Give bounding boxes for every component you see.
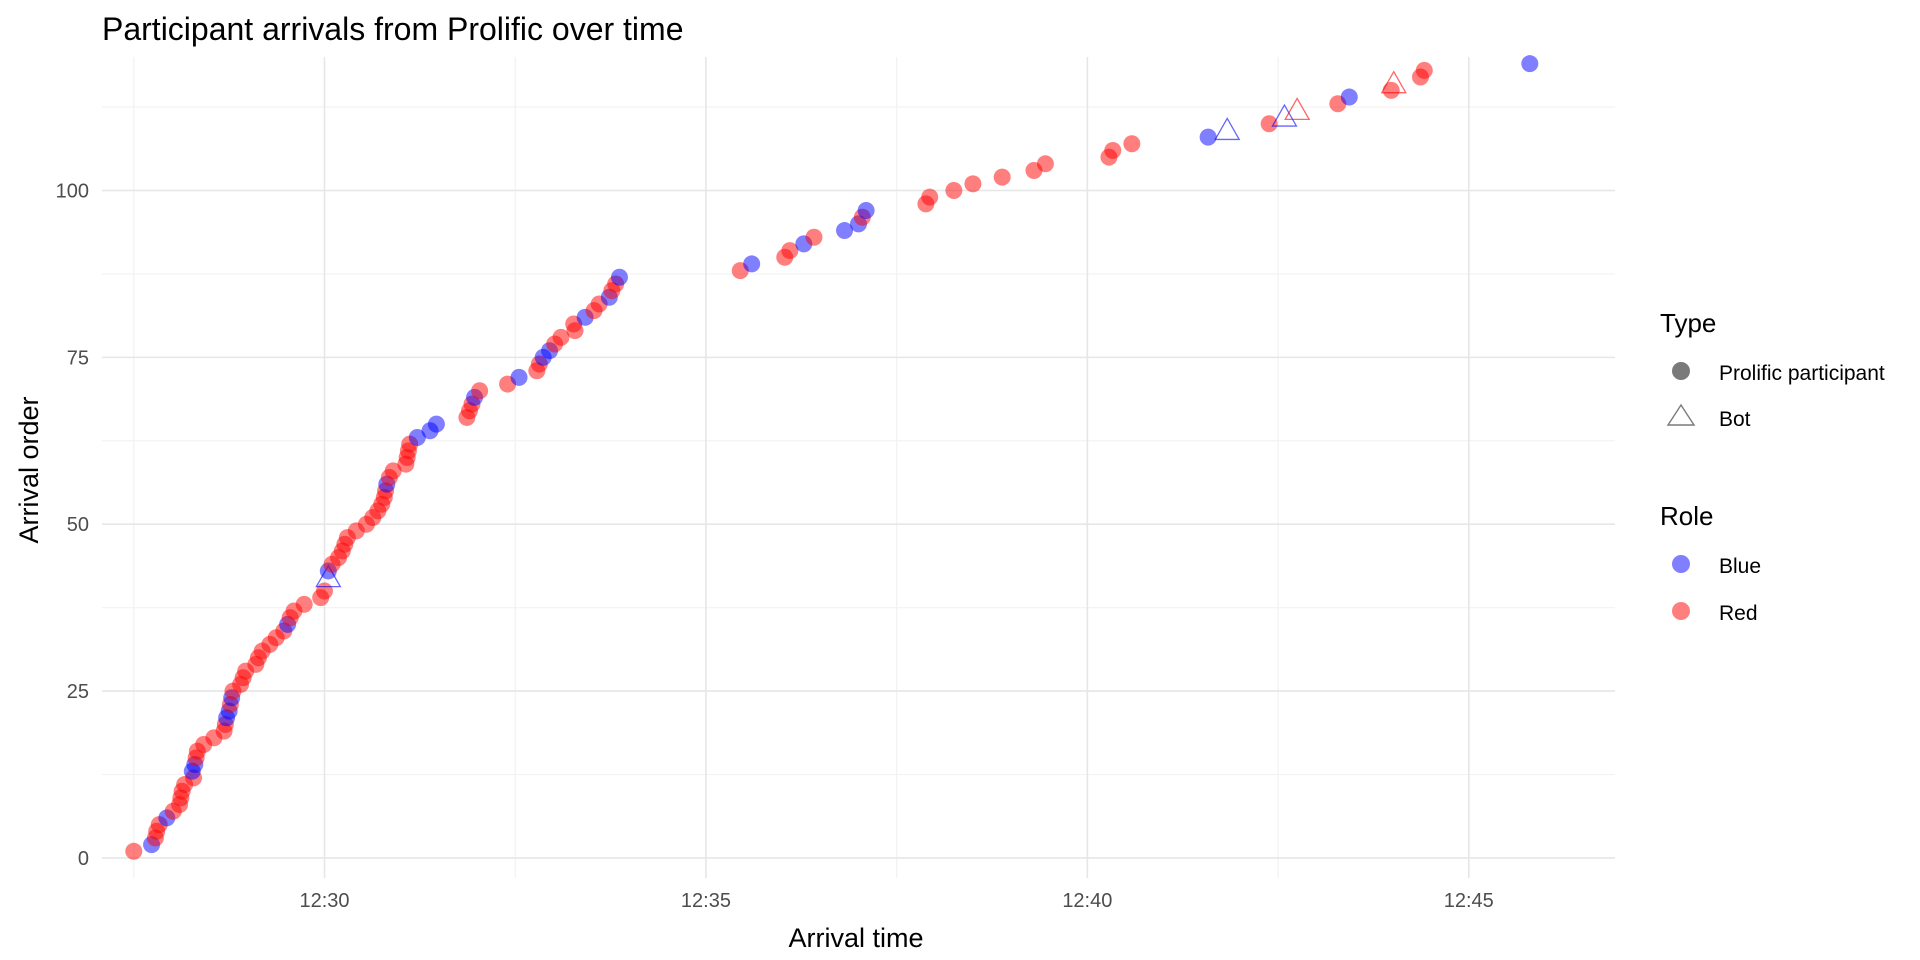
legend-item-bot: Bot	[1666, 403, 1751, 431]
participant-point-blue	[1340, 88, 1358, 106]
x-tick-label: 12:40	[1062, 890, 1112, 912]
legend-type: Type Prolific participant Bot	[1660, 308, 1885, 431]
participant-point-red	[993, 168, 1011, 186]
participant-point-blue	[743, 255, 761, 273]
x-tick-labels: 12:30 12:35 12:40 12:45	[299, 890, 1493, 912]
x-axis-title: Arrival time	[788, 923, 923, 953]
bot-point-red	[1380, 70, 1407, 94]
legend-label-prolific-participant: Prolific participant	[1719, 362, 1885, 385]
participant-point-blue	[857, 202, 875, 220]
legend-label-bot: Bot	[1719, 408, 1751, 431]
participant-point-red	[125, 842, 143, 860]
legend-type-title: Type	[1660, 308, 1716, 338]
legend-label-blue: Blue	[1719, 555, 1761, 578]
legend-item-blue: Blue	[1672, 555, 1761, 578]
x-tick-label: 12:45	[1444, 890, 1494, 912]
participant-point-red	[1260, 115, 1278, 133]
y-tick-label: 50	[67, 514, 89, 536]
legend-item-prolific-participant: Prolific participant	[1672, 362, 1885, 385]
participant-point-blue	[1521, 55, 1539, 73]
participant-point-red	[1036, 155, 1054, 173]
y-tick-label: 75	[67, 347, 89, 369]
participant-point-red	[552, 328, 570, 346]
participant-point-blue	[610, 268, 628, 286]
bot-point-red	[1284, 97, 1311, 121]
participant-point-blue	[836, 222, 854, 240]
bot-point-blue	[1271, 103, 1298, 127]
legend-role-title: Role	[1660, 501, 1713, 531]
legend-blue-swatch	[1672, 555, 1690, 573]
participant-point-blue	[408, 428, 426, 446]
legend-triangle-swatch	[1666, 403, 1696, 426]
legend-label-red: Red	[1719, 602, 1758, 625]
participant-point-red	[384, 462, 402, 480]
participant-point-red	[471, 382, 489, 400]
participant-point-blue	[427, 415, 445, 433]
x-tick-label: 12:35	[681, 890, 731, 912]
y-tick-label: 100	[56, 180, 89, 202]
participant-point-red	[1382, 81, 1400, 99]
legend-role: Role Blue Red	[1660, 501, 1761, 625]
participant-point-red	[805, 228, 823, 246]
participant-point-red	[316, 582, 333, 600]
participant-point-blue	[1199, 128, 1217, 146]
participant-point-red	[295, 595, 313, 613]
legend-red-swatch	[1672, 602, 1690, 620]
participant-point-blue	[510, 368, 528, 386]
x-tick-label: 12:30	[299, 890, 349, 912]
y-axis-title: Arrival order	[14, 396, 44, 543]
participant-point-red	[945, 181, 963, 199]
participant-point-red	[781, 242, 799, 260]
bot-point-blue	[1214, 117, 1241, 141]
participant-point-red	[1104, 141, 1122, 159]
participant-point-red	[921, 188, 939, 206]
chart-title: Participant arrivals from Prolific over …	[102, 11, 683, 47]
participant-point-red	[1415, 61, 1433, 79]
legend-item-red: Red	[1672, 602, 1758, 625]
y-tick-labels: 0 25 50 75 100	[56, 180, 89, 869]
points-layer	[125, 55, 1539, 860]
y-tick-label: 25	[67, 681, 89, 703]
legend-circle-swatch	[1672, 362, 1690, 380]
participant-point-red	[1123, 135, 1141, 153]
y-tick-label: 0	[78, 848, 89, 870]
participant-point-red	[964, 175, 982, 193]
